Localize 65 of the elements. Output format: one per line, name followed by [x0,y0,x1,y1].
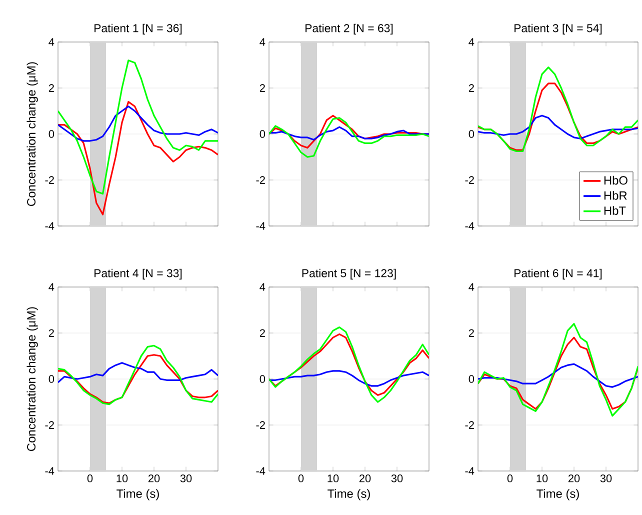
y-tick-label: -2 [256,421,265,429]
y-tick-label: 2 [48,329,54,337]
y-axis-title: Concentration change (μM) [26,62,38,206]
x-tick-label: 10 [536,474,548,482]
y-tick-label: -4 [256,222,266,230]
y-tick-label: 0 [260,130,266,138]
legend-label: HbR [604,191,627,200]
y-tick-label: -2 [45,421,54,429]
chart-title: Patient 3 [N = 54] [514,24,602,34]
line-series [478,66,638,152]
x-axis-title: Time (s) [536,489,579,500]
y-tick-label: 4 [468,283,474,291]
y-tick-label: -4 [45,467,54,475]
x-tick-label: 20 [359,474,371,482]
x-tick-label: 0 [507,474,513,482]
y-tick-label: 4 [468,38,474,46]
x-tick-label: 30 [600,474,612,482]
y-tick-label: -4 [256,467,266,475]
x-tick-label: 0 [87,474,93,482]
legend-label: HbT [604,206,626,215]
y-tick-label: 2 [468,84,474,92]
chart-title: Patient 4 [N = 33] [94,268,182,280]
x-tick-label: 10 [116,474,128,482]
y-tick-label: 2 [260,84,265,92]
y-tick-label: 4 [48,283,54,291]
y-tick-label: 4 [260,38,266,46]
x-tick-label: 20 [568,474,580,482]
y-tick-label: 2 [260,329,265,337]
y-tick-label: 0 [260,375,266,383]
x-tick-label: 30 [391,474,403,482]
y-tick-label: 4 [48,38,54,46]
x-tick-label: 20 [148,474,160,482]
y-tick-label: -2 [465,421,474,429]
y-tick-label: -2 [45,176,54,184]
y-tick-label: -4 [465,467,474,475]
y-tick-label: 0 [48,130,54,138]
y-tick-label: 2 [468,329,474,337]
x-axis-title: Time (s) [328,489,370,500]
y-tick-label: 0 [468,130,474,138]
x-tick-label: 10 [328,474,339,482]
y-axis-title: Concentration change (μM) [26,307,38,451]
chart-title: Patient 5 [N = 123] [302,268,396,280]
y-tick-label: 0 [48,375,54,383]
line-series [58,354,218,404]
chart-title: Patient 6 [N = 41] [514,268,602,280]
line-series [58,344,218,406]
line-series [478,336,638,410]
chart-title: Patient 2 [N = 63] [306,24,393,34]
y-tick-label: 0 [468,375,474,383]
chart-title: Patient 1 [N = 36] [94,24,182,34]
y-tick-label: -2 [256,176,265,184]
y-tick-label: -4 [45,222,54,230]
line-series [58,101,218,216]
y-tick-label: -2 [465,176,474,184]
y-tick-label: -4 [465,222,474,230]
y-tick-label: 4 [260,283,266,291]
x-tick-label: 30 [180,474,192,482]
x-tick-label: 0 [298,474,304,482]
line-series [478,323,638,417]
x-axis-title: Time (s) [116,489,159,500]
legend-label: HbO [604,176,628,185]
y-tick-label: 2 [48,84,54,92]
line-series [269,326,430,403]
line-series [269,333,430,396]
line-series [269,370,430,387]
